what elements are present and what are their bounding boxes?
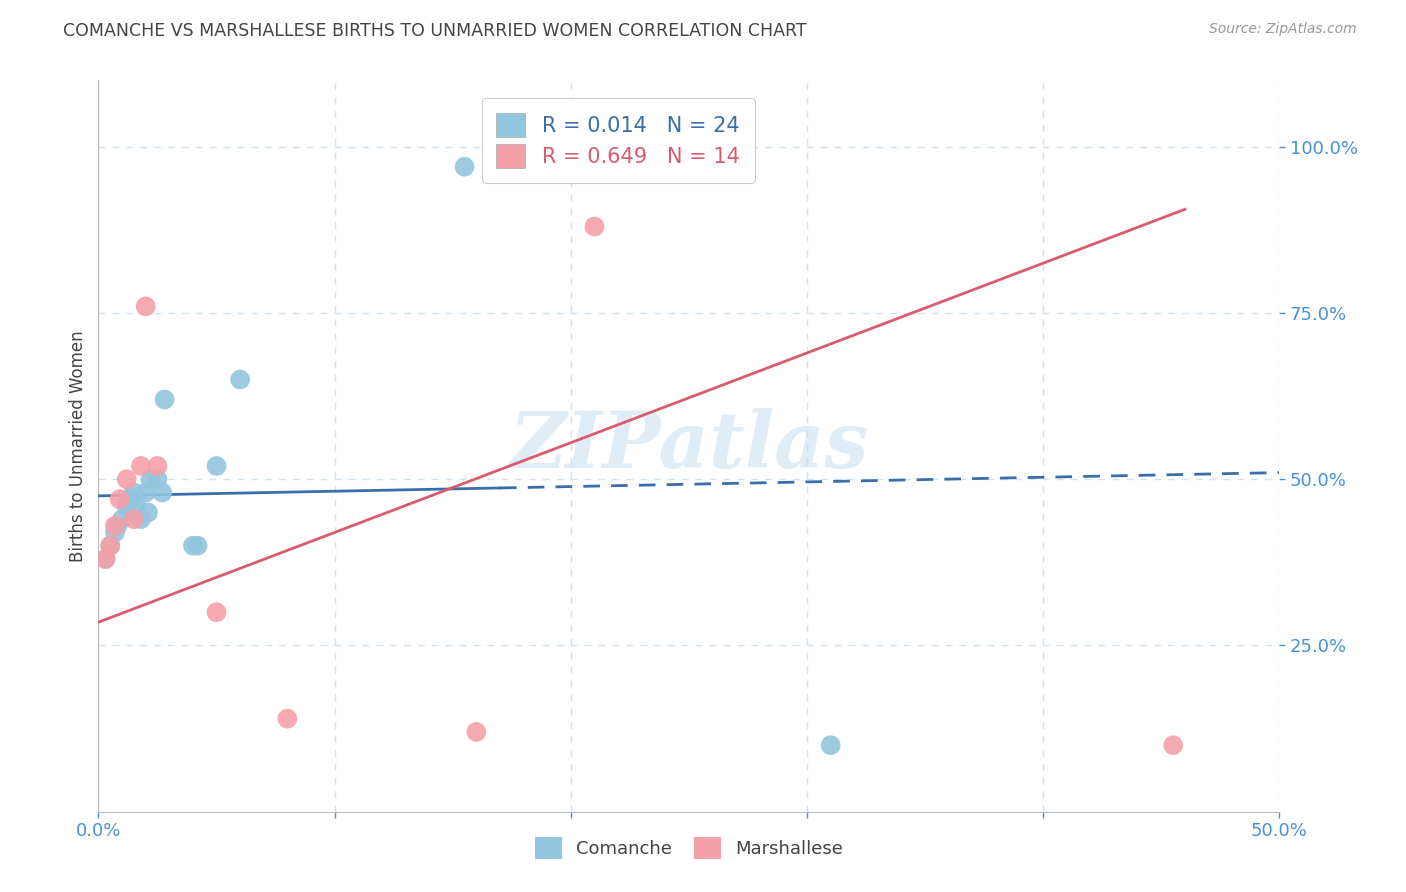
- Point: [229, 372, 252, 386]
- Point: [108, 492, 131, 507]
- Point: [111, 512, 134, 526]
- Point: [139, 472, 162, 486]
- Point: [146, 472, 169, 486]
- Point: [105, 518, 128, 533]
- Point: [121, 492, 143, 507]
- Point: [98, 539, 121, 553]
- Point: [98, 539, 121, 553]
- Point: [1161, 738, 1184, 752]
- Point: [205, 605, 228, 619]
- Point: [820, 738, 842, 752]
- Y-axis label: Births to Unmarried Women: Births to Unmarried Women: [69, 330, 87, 562]
- Text: Source: ZipAtlas.com: Source: ZipAtlas.com: [1209, 22, 1357, 37]
- Point: [453, 160, 475, 174]
- Point: [125, 499, 148, 513]
- Text: ZIPatlas: ZIPatlas: [509, 408, 869, 484]
- Point: [146, 458, 169, 473]
- Point: [181, 539, 204, 553]
- Point: [135, 485, 157, 500]
- Point: [583, 219, 606, 234]
- Point: [115, 472, 138, 486]
- Text: COMANCHE VS MARSHALLESE BIRTHS TO UNMARRIED WOMEN CORRELATION CHART: COMANCHE VS MARSHALLESE BIRTHS TO UNMARR…: [63, 22, 807, 40]
- Point: [94, 552, 117, 566]
- Point: [205, 458, 228, 473]
- Point: [118, 492, 141, 507]
- Point: [115, 499, 138, 513]
- Point: [122, 485, 145, 500]
- Point: [136, 506, 159, 520]
- Point: [135, 299, 157, 313]
- Point: [94, 552, 117, 566]
- Point: [122, 512, 145, 526]
- Point: [150, 485, 173, 500]
- Point: [187, 539, 209, 553]
- Point: [276, 712, 298, 726]
- Point: [104, 525, 127, 540]
- Point: [153, 392, 176, 407]
- Point: [465, 725, 488, 739]
- Legend: Comanche, Marshallese: Comanche, Marshallese: [526, 829, 852, 869]
- Point: [129, 512, 152, 526]
- Point: [501, 166, 523, 180]
- Point: [129, 458, 152, 473]
- Point: [104, 518, 127, 533]
